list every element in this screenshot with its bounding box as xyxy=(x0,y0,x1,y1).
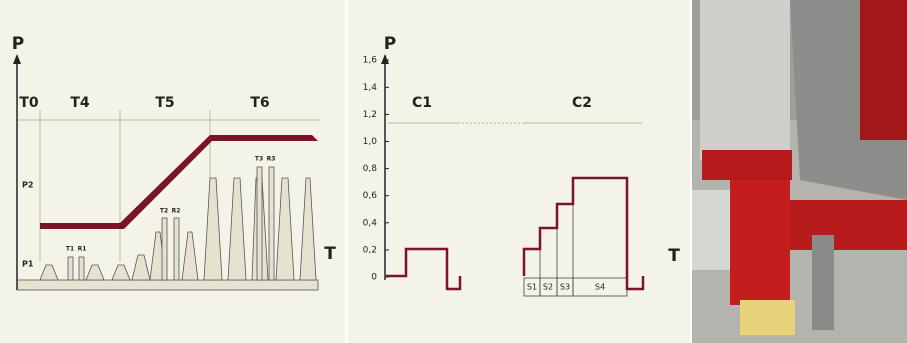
base xyxy=(16,279,319,291)
pulse-label: R2 xyxy=(172,208,181,215)
left-panel xyxy=(0,0,345,343)
pressure-line xyxy=(386,176,645,291)
phase-label: T4 xyxy=(70,95,90,111)
y-tick-label: 0,8 xyxy=(363,164,378,174)
y-tick-label: 0,2 xyxy=(363,245,377,255)
arrow xyxy=(13,54,21,64)
cycle-label: C2 xyxy=(572,95,592,111)
left-diagram: P T T0 T4 T5 T6 P1 P2 T1 R1 T2 R2 T3 R3 xyxy=(12,34,336,291)
pulse-label: T3 xyxy=(255,156,263,163)
step-label: S1 xyxy=(527,283,537,292)
axis-label: P xyxy=(12,34,24,54)
step-label: S3 xyxy=(560,283,570,292)
phase-label: T0 xyxy=(19,95,39,111)
machine-photo xyxy=(692,0,907,343)
right-diagram: 0 0,2 0,4 0,6 0,8 1,0 1,2 1,4 1,6 P T C1 C2 S1 S… xyxy=(363,34,680,297)
y-tick-label: 0,4 xyxy=(363,218,378,228)
y-tick-label: 1,6 xyxy=(363,56,378,66)
pulses xyxy=(39,166,317,281)
arrow xyxy=(381,54,389,64)
pulse-label: T1 xyxy=(66,246,74,253)
phase-label: T5 xyxy=(155,95,174,111)
axis-label: T xyxy=(668,246,680,266)
y-tick-label: 1,0 xyxy=(363,137,378,147)
cycle-label: C1 xyxy=(412,95,432,111)
axis-label: T xyxy=(324,244,336,264)
step-label: S2 xyxy=(543,283,553,292)
y-tick-label: 0 xyxy=(371,273,377,283)
pulse-label: R1 xyxy=(78,246,87,253)
pulse-label: R3 xyxy=(267,156,276,163)
level-label: P2 xyxy=(22,181,33,190)
pulse-label: T2 xyxy=(160,208,168,215)
axis-label: P xyxy=(384,34,396,54)
y-tick-label: 0,6 xyxy=(363,191,378,201)
step-label: S4 xyxy=(595,283,605,292)
phase-label: T6 xyxy=(250,95,269,111)
level-label: P1 xyxy=(22,260,34,269)
y-tick-label: 1,2 xyxy=(363,110,377,120)
y-tick-label: 1,4 xyxy=(363,83,378,93)
middle-panel xyxy=(348,0,690,343)
